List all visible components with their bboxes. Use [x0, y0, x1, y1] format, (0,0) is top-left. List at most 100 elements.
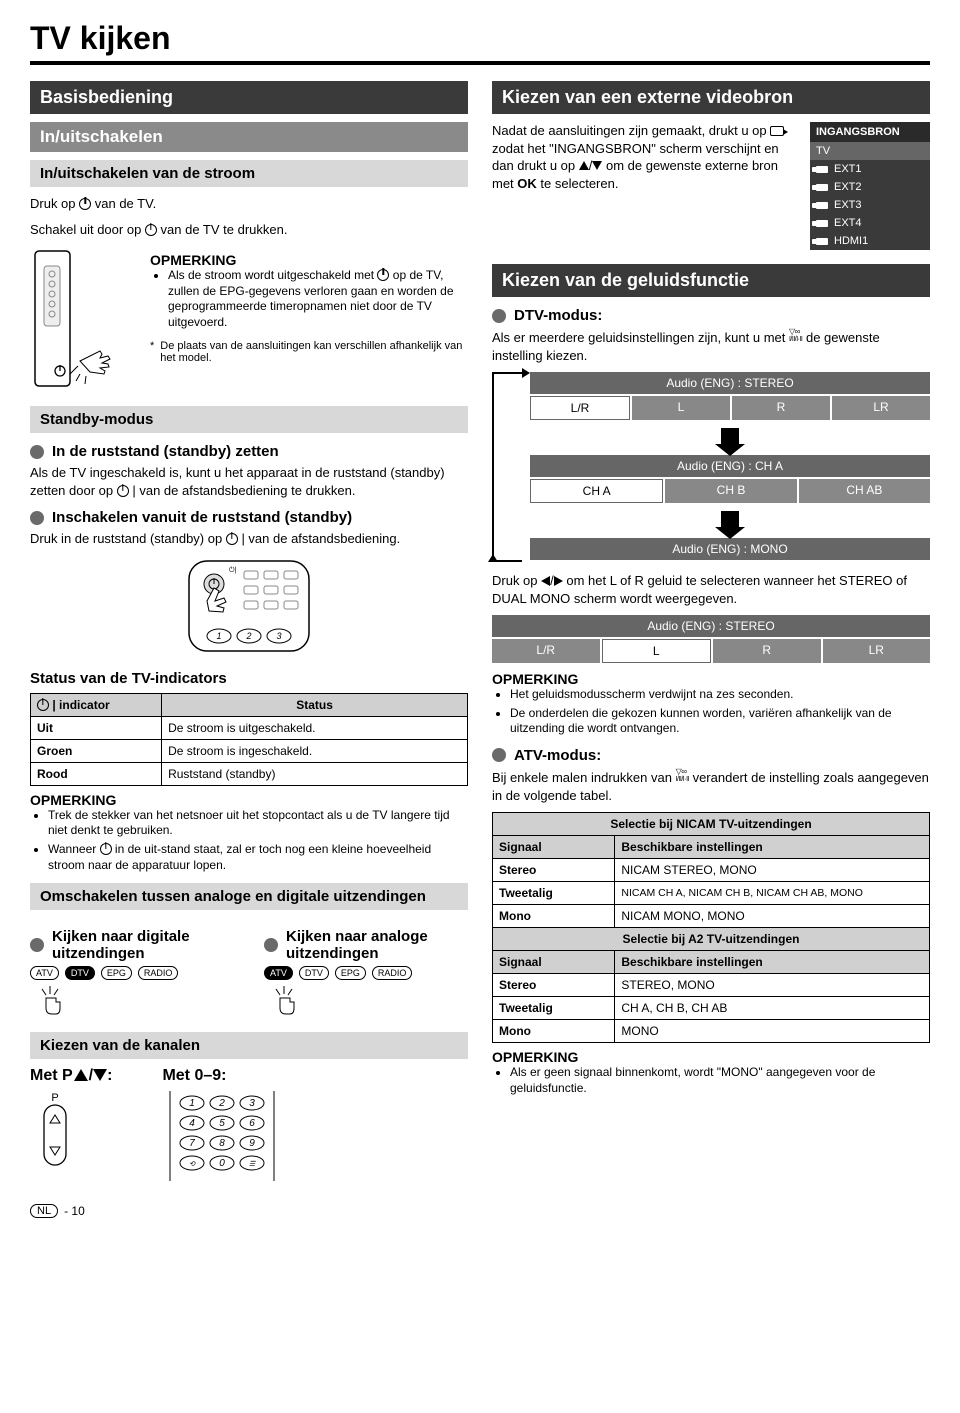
svg-text:9: 9 — [250, 1138, 256, 1149]
power-icon — [226, 533, 238, 545]
note-connection-position: De plaats van de aansluitingen kan versc… — [160, 340, 468, 364]
bullet-icon — [30, 445, 44, 459]
note-item: Wanneer in de uit-stand staat, zal er to… — [48, 842, 468, 873]
svg-text:0: 0 — [220, 1158, 226, 1169]
heading-status-indicators: Status van de TV-indicators — [30, 670, 468, 687]
left-icon — [541, 576, 550, 586]
power-icon — [117, 485, 129, 497]
plug-icon — [816, 184, 828, 191]
svg-text:1: 1 — [216, 631, 221, 641]
plug-icon — [816, 202, 828, 209]
audio-opts-stereo: L/R L R LR — [530, 396, 930, 420]
audio-opts-cha: CH A CH B CH AB — [530, 479, 930, 503]
plug-icon — [816, 238, 828, 245]
text-schakel-uit: Schakel uit door op van de TV te drukken… — [30, 221, 468, 239]
text-inschakelen: Druk in de ruststand (standby) op | van … — [30, 530, 468, 548]
text-dtv: Als er meerdere geluidsinstellingen zijn… — [492, 328, 930, 364]
power-icon — [37, 699, 49, 711]
flow-loop-arrow — [492, 372, 522, 562]
svg-text:P: P — [51, 1092, 58, 1104]
heading-met-p: Met P/: — [30, 1067, 112, 1085]
bullet-icon — [30, 938, 44, 952]
svg-text:3: 3 — [250, 1098, 256, 1109]
hand-press-icon — [264, 984, 304, 1019]
svg-text:6: 6 — [250, 1118, 256, 1129]
svg-text:1: 1 — [190, 1098, 196, 1109]
heading-ruststand-zetten: In de ruststand (standby) zetten — [30, 443, 468, 460]
opmerking-label: OPMERKING — [150, 252, 468, 268]
table-atv-modes: Selectie bij NICAM TV-uitzendingen Signa… — [492, 812, 930, 1043]
bullet-icon — [492, 309, 506, 323]
right-icon — [554, 576, 563, 586]
heading-dtv-modus: DTV-modus: — [492, 307, 930, 324]
section-omschakelen: Omschakelen tussen analoge en digitale u… — [30, 883, 468, 910]
sound-mode-icon — [789, 328, 802, 343]
arrow-down-icon — [530, 511, 930, 532]
svg-text:5: 5 — [220, 1118, 226, 1129]
audio-box-stereo: Audio (ENG) : STEREO — [530, 372, 930, 394]
p-rocker-illustration: P — [30, 1091, 80, 1171]
note-item: Het geluidsmodusscherm verdwijnt na zes … — [510, 687, 930, 703]
section-geluidsfunctie: Kiezen van de geluidsfunctie — [492, 264, 930, 297]
asterisk-icon: * — [150, 340, 154, 364]
tv-side-illustration — [30, 246, 140, 396]
plug-icon — [816, 166, 828, 173]
section-in-uitschakelen: In/uitschakelen — [30, 122, 468, 152]
up-icon — [579, 161, 589, 170]
text-ruststand: Als de TV ingeschakeld is, kunt u het ap… — [30, 464, 468, 499]
power-icon — [377, 269, 389, 281]
text-druk-op: Druk op van de TV. — [30, 195, 468, 213]
title-rule — [30, 61, 930, 65]
power-icon — [79, 198, 91, 210]
note-item: Als de stroom wordt uitgeschakeld met op… — [168, 268, 468, 330]
svg-text:2: 2 — [219, 1098, 226, 1109]
arrow-down-icon — [530, 428, 930, 449]
plug-icon — [816, 220, 828, 227]
svg-text:3: 3 — [276, 631, 281, 641]
opmerking-label: OPMERKING — [492, 671, 930, 687]
audio-box-stereo2: Audio (ENG) : STEREO — [492, 615, 930, 637]
text-atv: Bij enkele malen indrukken van verandert… — [492, 768, 930, 804]
heading-kijk-digital: Kijken naar digitale uitzendingen — [30, 928, 234, 962]
section-videobron: Kiezen van een externe videobron — [492, 81, 930, 114]
remote-top-illustration: ⏻| 1 2 3 — [169, 556, 329, 656]
svg-text:2: 2 — [245, 631, 251, 641]
input-icon — [770, 126, 784, 136]
note-item: De onderdelen die gekozen kunnen worden,… — [510, 706, 930, 737]
svg-text:4: 4 — [190, 1118, 196, 1129]
bullet-icon — [264, 938, 278, 952]
section-basisbediening: Basisbediening — [30, 81, 468, 114]
audio-box-cha: Audio (ENG) : CH A — [530, 455, 930, 477]
sound-mode-icon — [676, 768, 689, 783]
ingangsbron-menu: INGANGSBRON TV EXT1 EXT2 EXT3 EXT4 HDMI1 — [810, 122, 930, 250]
heading-kijk-analog: Kijken naar analoge uitzendingen — [264, 928, 468, 962]
heading-met-09: Met 0–9: — [162, 1067, 282, 1085]
bullet-icon — [30, 511, 44, 525]
svg-text:7: 7 — [190, 1138, 196, 1149]
down-icon — [592, 161, 602, 170]
heading-atv-modus: ATV-modus: — [492, 747, 930, 764]
page-footer: NL - 10 — [30, 1204, 930, 1218]
bullet-icon — [492, 748, 506, 762]
section-kanalen: Kiezen van de kanalen — [30, 1032, 468, 1059]
audio-box-mono: Audio (ENG) : MONO — [530, 538, 930, 560]
heading-inschakelen: Inschakelen vanuit de ruststand (standby… — [30, 509, 468, 526]
table-indicators: | indicator Status UitDe stroom is uitge… — [30, 693, 468, 786]
mode-buttons-digital: ATV DTV EPG RADIO — [30, 966, 234, 980]
hand-press-icon — [30, 984, 70, 1019]
audio-opts-stereo2: L/R L R LR — [492, 639, 930, 663]
mode-buttons-analog: ATV DTV EPG RADIO — [264, 966, 468, 980]
note-item: Trek de stekker van het netsnoer uit het… — [48, 808, 468, 839]
power-icon — [145, 224, 157, 236]
opmerking-label: OPMERKING — [492, 1049, 930, 1065]
note-item: Als er geen signaal binnenkomt, wordt "M… — [510, 1065, 930, 1096]
svg-text:8: 8 — [220, 1138, 226, 1149]
text-druk-lr: Druk op / om het L of R geluid te select… — [492, 572, 930, 607]
keypad-illustration: 1 2 3 4 5 6 7 8 9 ⟲ 0 ☰ — [162, 1091, 282, 1181]
svg-text:⏻|: ⏻| — [229, 566, 237, 574]
section-standby-modus: Standby-modus — [30, 406, 468, 433]
svg-text:☰: ☰ — [249, 1160, 256, 1168]
page-title: TV kijken — [30, 20, 930, 57]
section-in-uit-stroom: In/uitschakelen van de stroom — [30, 160, 468, 187]
power-icon — [100, 843, 112, 855]
